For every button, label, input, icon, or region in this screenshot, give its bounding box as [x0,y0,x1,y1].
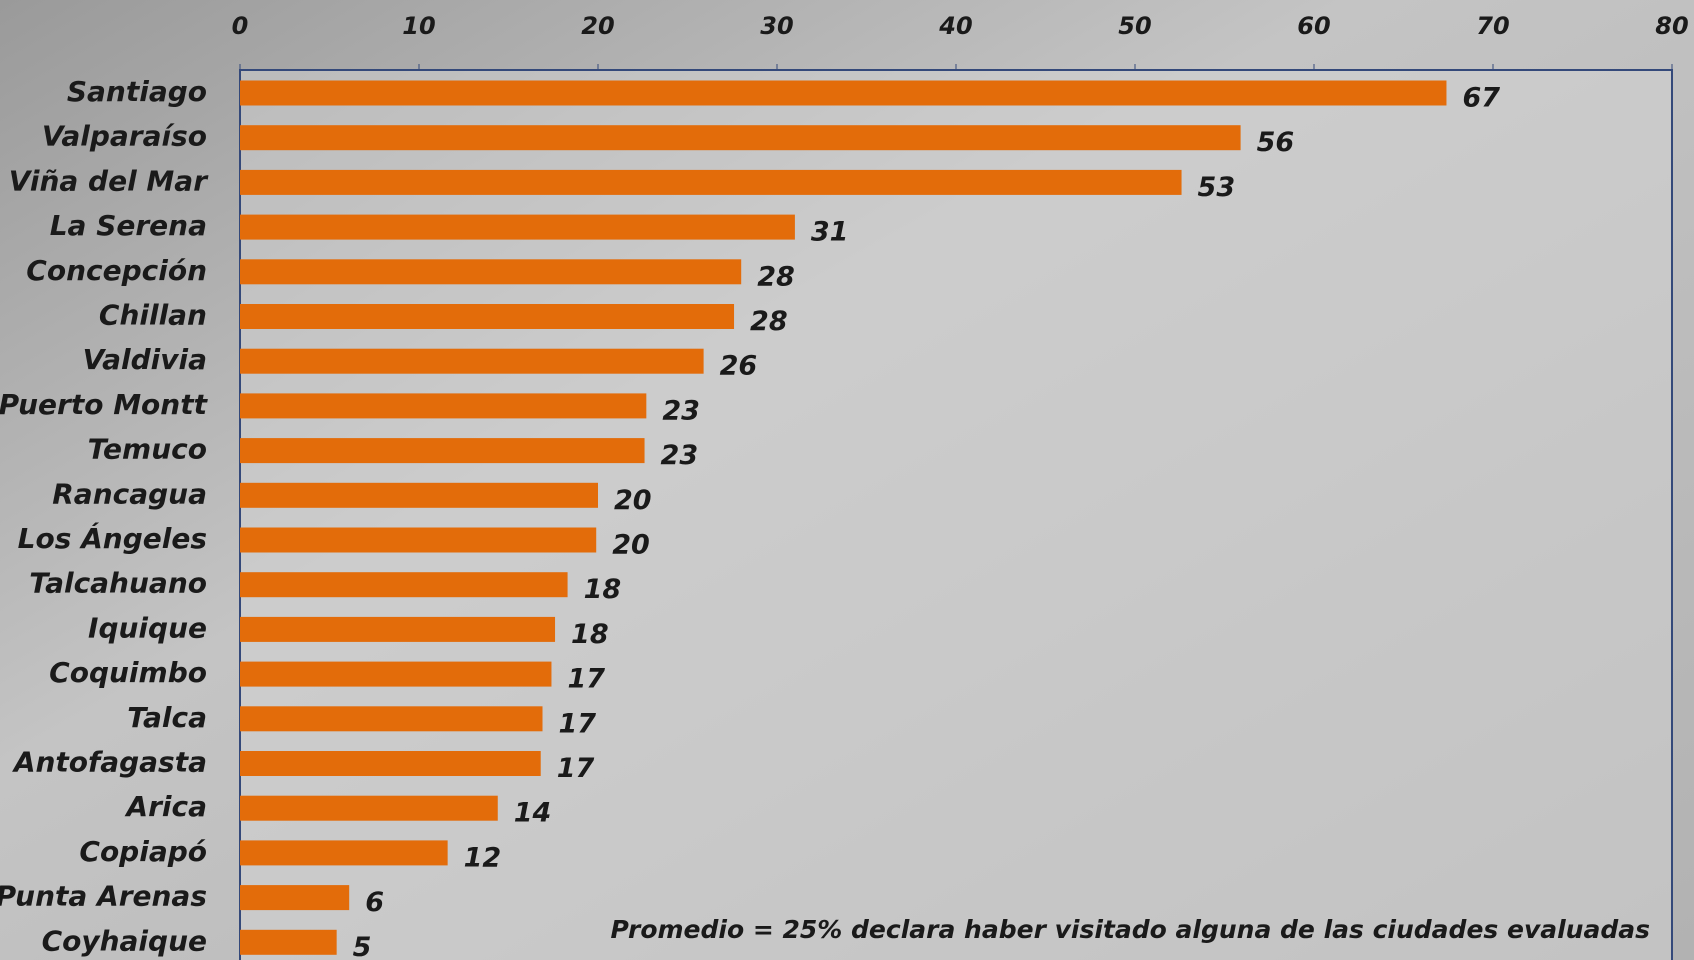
y-tick-label: Copiapó [79,835,207,868]
x-tick-label: 80 [1655,12,1688,40]
y-tick-label: Santiago [67,75,207,108]
data-label: 67 [1462,83,1500,114]
bar [240,572,568,598]
y-tick-label: La Serena [50,209,207,242]
plot-area [239,69,1673,960]
data-label: 31 [811,217,849,248]
data-label: 23 [662,395,700,426]
x-tick-label: 70 [1476,12,1509,40]
x-tick-label: 20 [581,12,614,40]
y-tick-label: Valparaíso [42,120,207,153]
bar [240,840,448,866]
x-tick-label: 50 [1118,12,1151,40]
data-label: 28 [757,261,795,292]
y-tick-label: Los Ángeles [18,521,207,555]
bar [240,482,598,508]
bar [240,80,1447,106]
data-label: 56 [1257,127,1295,158]
bar [240,885,350,911]
bar [240,616,556,642]
x-tick-label: 30 [760,12,793,40]
bar [240,125,1241,151]
y-tick-label: Talca [127,701,207,734]
y-tick-label: Valdivia [83,343,207,376]
data-label: 17 [567,664,605,695]
y-tick-label: Concepción [26,254,207,287]
data-label: 6 [365,887,384,918]
data-label: 17 [559,708,597,739]
y-tick-label: Punta Arenas [0,880,207,913]
bar [240,527,597,553]
bar [240,706,543,732]
bar [240,438,645,464]
y-tick-label: Puerto Montt [0,388,209,421]
bar [240,348,704,374]
data-label: 14 [514,798,552,829]
data-label: 12 [464,842,502,873]
data-label: 17 [557,753,595,784]
y-tick-label: Arica [124,790,207,823]
data-label: 28 [750,306,788,337]
y-tick-label: Iquique [88,611,207,644]
bar [240,795,498,821]
bar [240,214,795,240]
bar [240,661,552,687]
annotation: Promedio = 25% declara haber visitado al… [610,915,1650,944]
bar [240,169,1182,195]
data-label: 26 [720,351,758,382]
data-label: 5 [353,932,372,960]
data-label: 20 [612,530,650,561]
data-label: 20 [614,485,652,516]
x-tick-label: 10 [402,12,435,40]
y-tick-label: Temuco [88,433,207,466]
x-tick-label: 60 [1297,12,1330,40]
y-tick-label: Antofagasta [12,746,207,779]
y-tick-label: Coyhaique [42,924,207,957]
y-tick-label: Talcahuano [29,567,207,600]
x-tick-label: 0 [232,12,249,40]
data-label: 53 [1198,172,1236,203]
bar [240,751,541,776]
data-label: 23 [661,440,699,471]
y-tick-label: Coquimbo [49,656,207,689]
x-tick-label: 40 [938,12,972,40]
y-tick-label: Rancagua [52,477,207,510]
bar [240,929,337,955]
data-label: 18 [571,619,609,650]
bar [240,393,647,419]
y-tick-label: Chillan [99,299,207,332]
bar [240,304,735,329]
bar [240,259,742,285]
y-tick-label: Viña del Mar [9,164,209,197]
data-label: 18 [584,574,622,605]
